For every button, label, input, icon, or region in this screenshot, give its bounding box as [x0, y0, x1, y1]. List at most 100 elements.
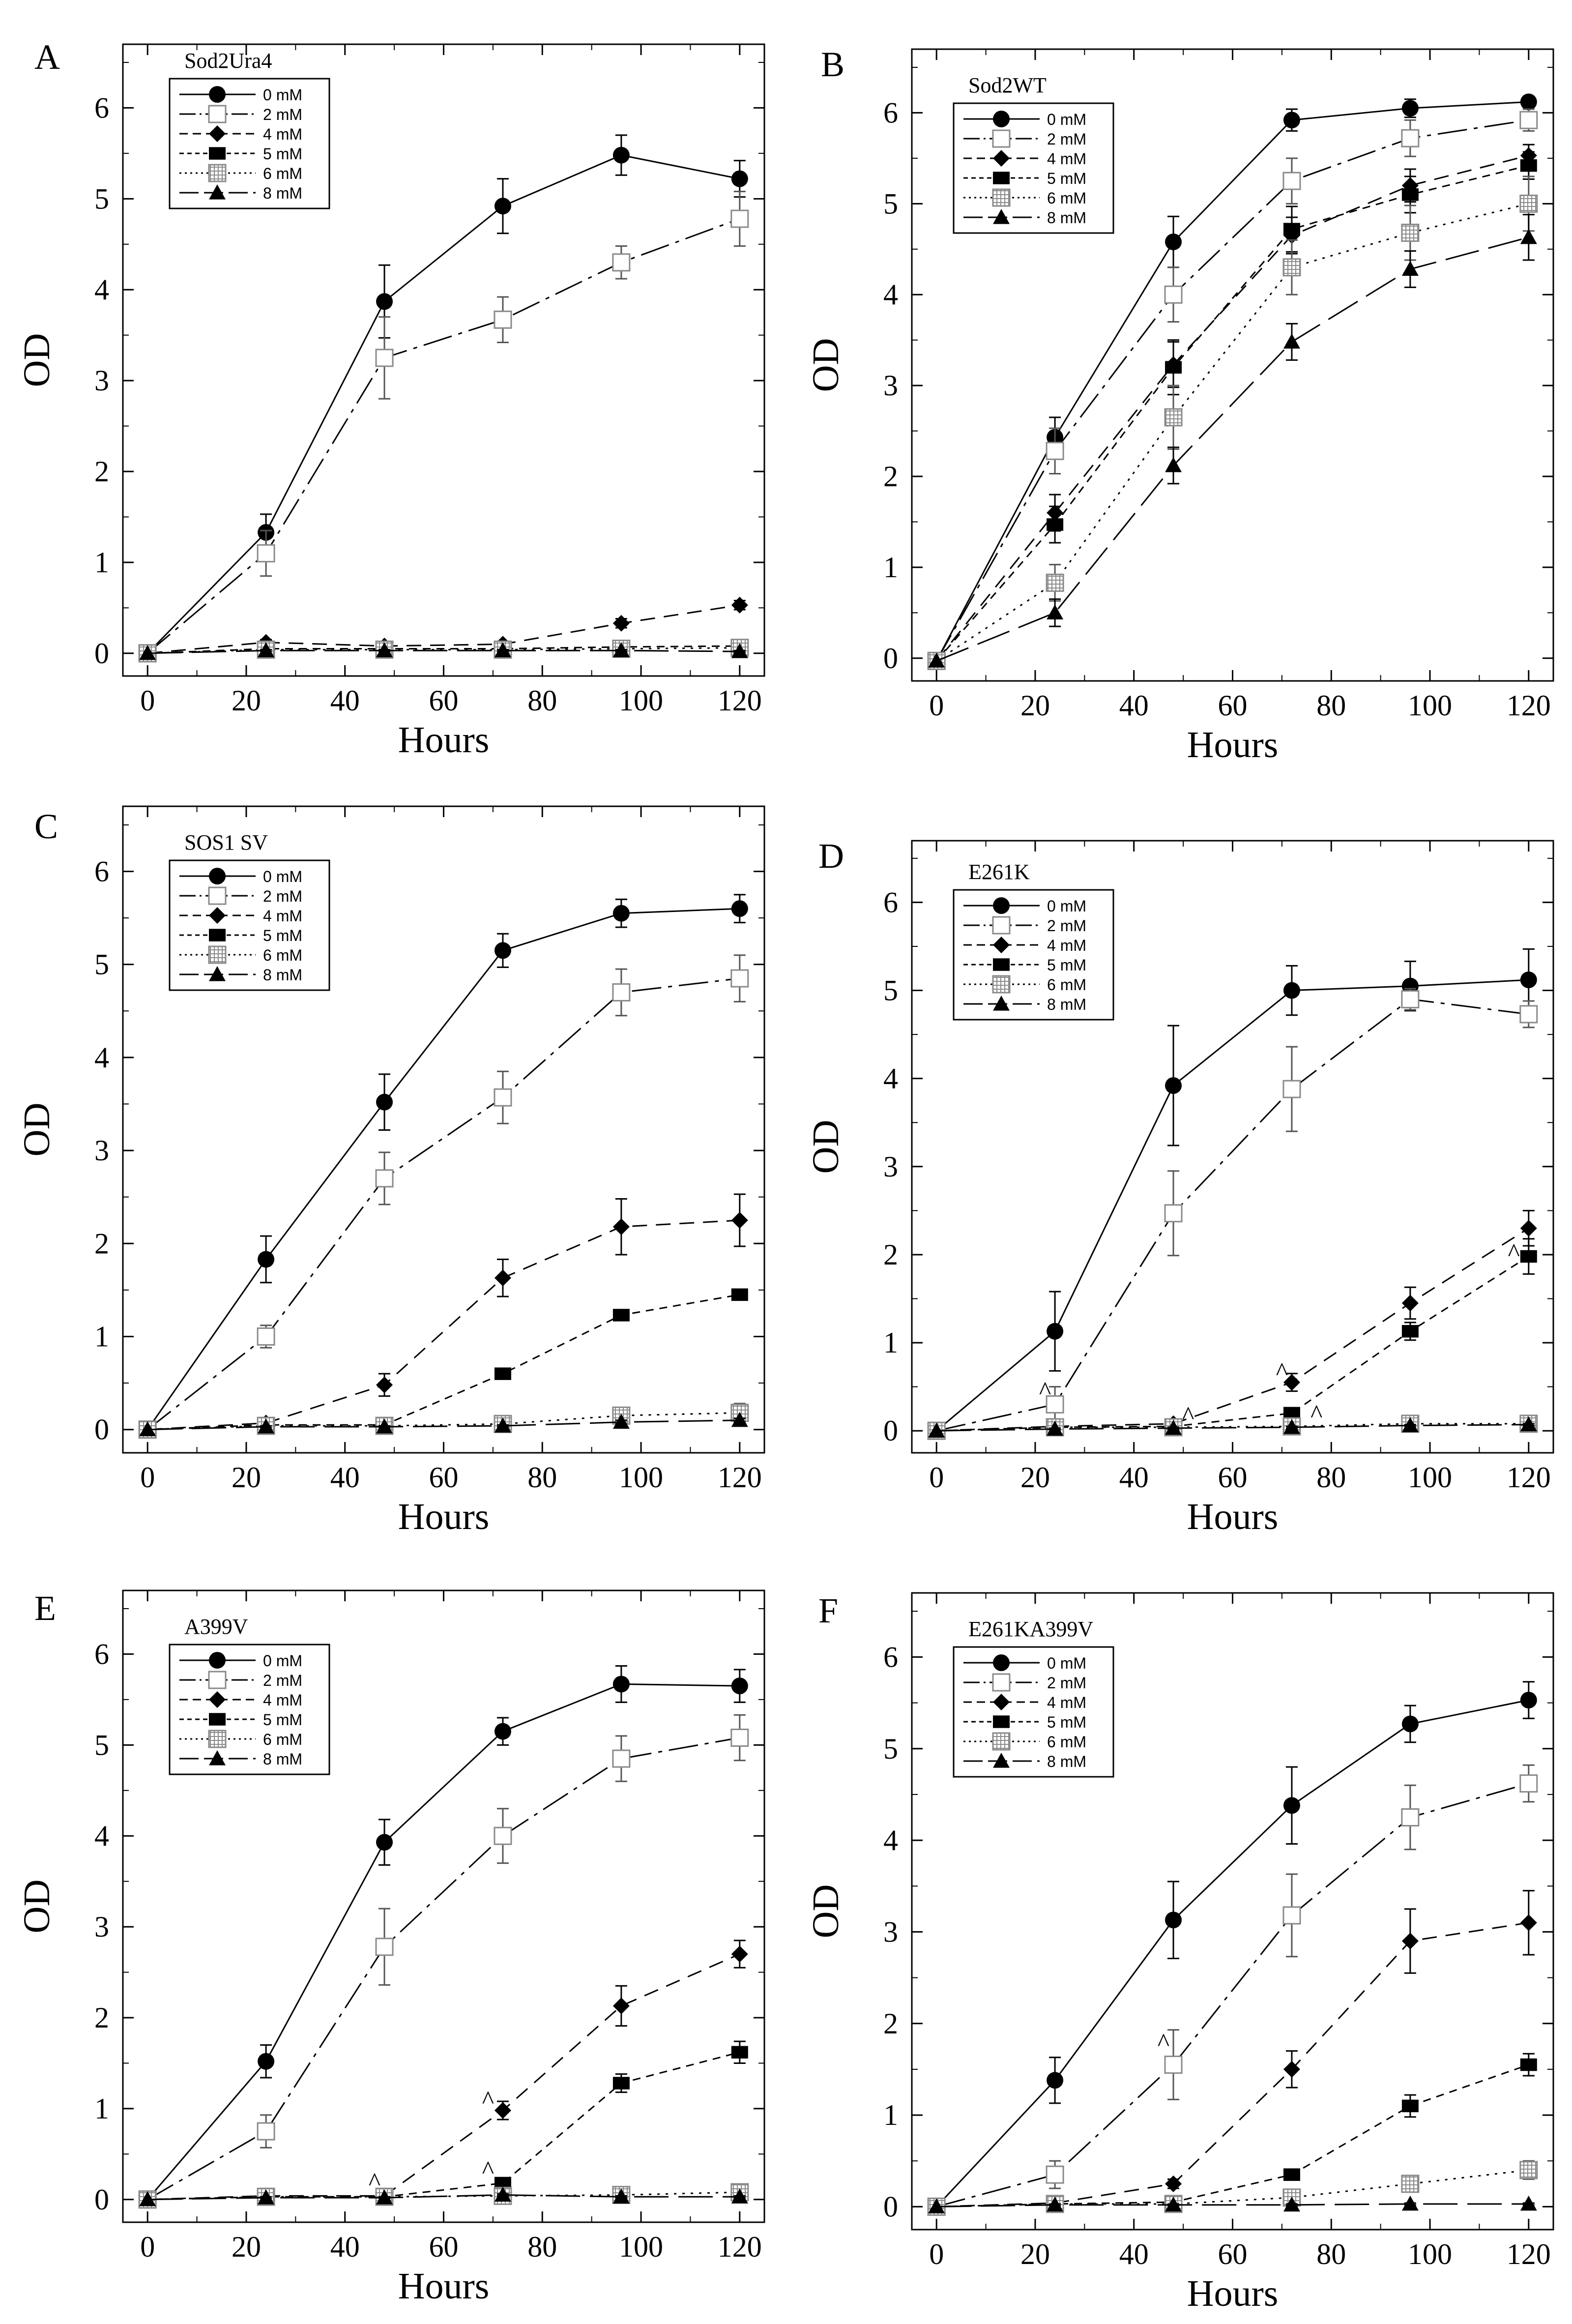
- series-line: [936, 1227, 1529, 1432]
- legend-label: 0 mM: [1047, 111, 1086, 128]
- data-point: [376, 293, 393, 310]
- legend-marker: [208, 105, 227, 123]
- data-point: [1520, 971, 1537, 989]
- series-8-mm: [139, 2186, 748, 2206]
- legend-marker: [209, 147, 226, 160]
- x-tick-label: 20: [232, 684, 261, 717]
- legend-marker: [993, 1694, 1010, 1710]
- legend-label: 0 mM: [1047, 1654, 1086, 1672]
- data-point: [258, 2189, 275, 2205]
- x-tick-label: 20: [1020, 1461, 1050, 1494]
- legend-box: [169, 78, 330, 209]
- x-axis-label: Hours: [1187, 1496, 1279, 1537]
- data-point: [375, 349, 394, 367]
- annotation: ^: [1310, 1400, 1322, 1428]
- data-point: [612, 1413, 630, 1429]
- legend-label: 4 mM: [263, 907, 302, 925]
- series-line: [935, 101, 1529, 662]
- annotation: ^: [482, 2156, 494, 2184]
- y-tick-label: 4: [883, 1062, 898, 1095]
- series-line: [146, 908, 740, 1430]
- series-5-mm: [139, 640, 748, 660]
- x-tick-label: 120: [1507, 689, 1551, 722]
- legend-title: A399V: [184, 1615, 248, 1639]
- y-tick-label: 0: [94, 1413, 109, 1446]
- data-point: [1401, 1933, 1419, 1950]
- y-tick-label: 5: [883, 974, 898, 1007]
- data-point: [1165, 1419, 1182, 1435]
- legend: E261KA399V 0 mM 2 mM 4 mM 5 mM 6 mM 8 mM: [953, 1617, 1114, 1778]
- data-point: [1283, 1797, 1300, 1814]
- x-tick-label: 60: [1218, 2238, 1248, 2270]
- legend-label: 0 mM: [263, 1652, 302, 1670]
- y-tick-label: 2: [94, 455, 109, 488]
- data-point: [494, 1826, 512, 1845]
- series-4-mm: [928, 1890, 1537, 2215]
- panel-label: A: [34, 37, 60, 77]
- series-2-mm: [927, 988, 1538, 1440]
- data-point: [1164, 1204, 1183, 1223]
- series-line: [147, 649, 740, 654]
- data-point: [258, 2053, 275, 2070]
- data-point: [139, 1421, 156, 1437]
- y-tick-label: 0: [883, 2190, 898, 2223]
- data-point: [1282, 1906, 1301, 1925]
- panel-f: F 0 20 40 60 80 100 120 0 1 2 3 4 5 6 Hours OD ^ E261KA399…: [805, 1591, 1554, 2314]
- x-axis-label: Hours: [398, 2265, 490, 2307]
- y-tick-label: 1: [94, 546, 109, 579]
- data-point: [612, 1309, 630, 1322]
- data-point: [258, 1251, 275, 1268]
- data-point: [1283, 1419, 1300, 1434]
- series-line: [936, 979, 1529, 1432]
- series-8-mm: [928, 2195, 1537, 2214]
- data-point: [1164, 408, 1183, 427]
- data-point: [494, 2186, 511, 2202]
- y-axis-label: OD: [805, 1884, 846, 1939]
- series-line: [936, 1699, 1529, 2207]
- x-tick-label: 0: [929, 1461, 944, 1494]
- data-point: [1165, 361, 1182, 374]
- series-5-mm: [928, 151, 1537, 668]
- legend-label: 5 mM: [1047, 956, 1086, 974]
- series-line: [936, 1423, 1529, 1432]
- series-line: [936, 2064, 1529, 2207]
- data-point: [1520, 2058, 1537, 2071]
- x-tick-label: 60: [429, 684, 459, 717]
- legend-marker: [209, 907, 226, 924]
- x-tick-label: 120: [718, 1461, 762, 1494]
- legend-label: 8 mM: [263, 184, 302, 202]
- series-4-mm: [139, 1193, 748, 1438]
- x-tick-label: 20: [1020, 2238, 1050, 2270]
- y-axis-label: OD: [805, 1120, 846, 1174]
- legend-marker: [993, 150, 1010, 167]
- series-line: [936, 2203, 1529, 2207]
- x-tick-label: 120: [1507, 2238, 1551, 2270]
- legend-label: 5 mM: [263, 927, 302, 944]
- data-point: [1520, 1692, 1537, 1709]
- annotation: ^: [369, 2168, 380, 2196]
- legend-box: [953, 889, 1114, 1021]
- data-point: [494, 1417, 511, 1433]
- series-0-mm: [928, 93, 1537, 670]
- legend-marker: [992, 1673, 1011, 1692]
- data-point: [1519, 194, 1538, 213]
- data-point: [731, 1288, 748, 1301]
- data-point: [928, 1422, 945, 1438]
- data-point: [1282, 258, 1301, 277]
- data-point: [731, 1677, 748, 1695]
- y-tick-label: 5: [94, 182, 109, 215]
- series-line: [147, 2194, 740, 2201]
- legend-label: 5 mM: [1047, 170, 1086, 187]
- data-point: [1401, 2195, 1419, 2211]
- series-line: [936, 1783, 1529, 2207]
- data-point: [257, 544, 275, 562]
- data-point: [494, 2102, 511, 2119]
- series-line: [147, 1683, 740, 2200]
- y-tick-label: 2: [94, 2001, 109, 2034]
- data-point: [1401, 2099, 1419, 2113]
- panel-label: F: [818, 1591, 838, 1630]
- legend-marker: [992, 975, 1011, 994]
- x-axis-label: Hours: [398, 1496, 490, 1537]
- data-point: [1519, 111, 1538, 129]
- data-point: [731, 643, 748, 658]
